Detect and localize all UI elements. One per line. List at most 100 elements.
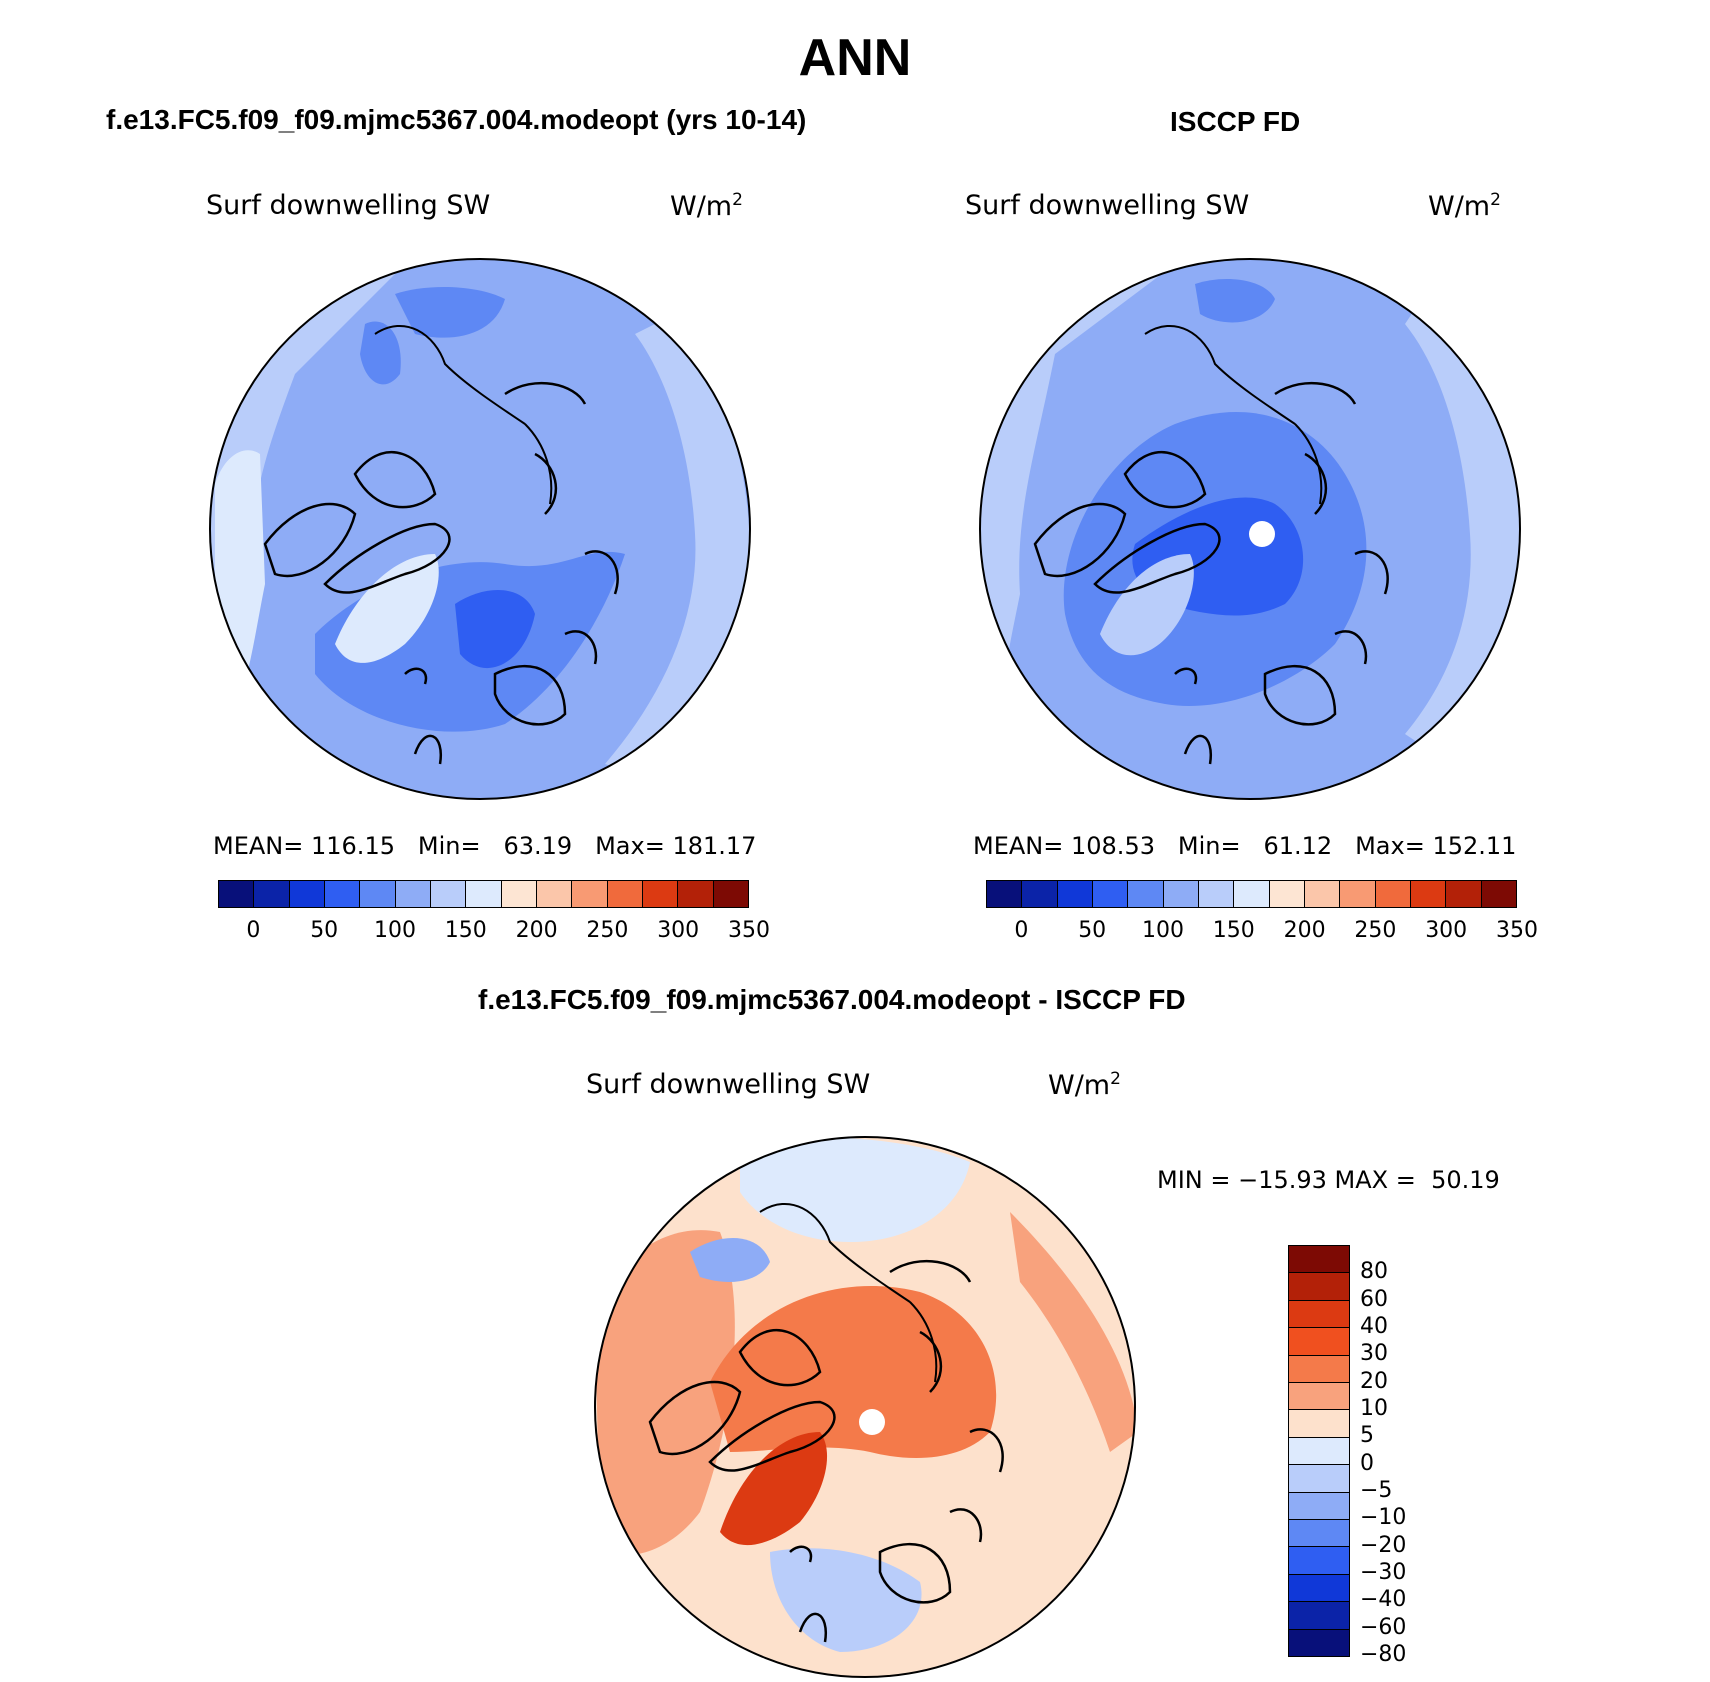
coastlines xyxy=(263,381,619,765)
units-label-diff: W/m2 xyxy=(1048,1069,1121,1101)
colorbar-swatch xyxy=(1127,881,1163,907)
colorbar-swatch xyxy=(677,881,713,907)
field-neg-pacific xyxy=(740,1137,970,1242)
colorbar-tick-label: 100 xyxy=(374,918,416,943)
colorbar-swatch xyxy=(641,881,678,907)
colorbar-swatch xyxy=(465,881,501,907)
colorbar-swatch xyxy=(1289,1436,1349,1465)
colorbar-swatch xyxy=(500,881,536,907)
colorbar-swatch xyxy=(1303,881,1340,907)
colorbar-swatch xyxy=(712,881,748,907)
colorbar-swatch xyxy=(571,881,607,907)
colorbar-swatch xyxy=(1480,881,1516,907)
colorbar-swatch xyxy=(253,881,289,907)
colorbar-model xyxy=(218,880,749,908)
colorbar-swatch xyxy=(1289,1601,1349,1629)
field-medium-pacific xyxy=(1195,279,1275,323)
variable-label-obs: Surf downwelling SW xyxy=(965,190,1250,221)
map-border xyxy=(979,258,1521,800)
colorbar-swatch xyxy=(1162,881,1198,907)
colorbar-tick-label: −10 xyxy=(1360,1505,1407,1531)
colorbar-swatch xyxy=(1091,881,1128,907)
colorbar-swatch xyxy=(987,881,1022,907)
colorbar-swatch xyxy=(1289,1354,1349,1383)
colorbar-swatch xyxy=(219,881,254,907)
coastline-detail xyxy=(759,1202,938,1383)
colorbar-tick-label: 150 xyxy=(444,918,487,943)
colorbar-tick-label: 30 xyxy=(1360,1341,1388,1367)
colorbar-tick-label: −5 xyxy=(1360,1478,1393,1503)
colorbar-tick-label: 350 xyxy=(1496,918,1538,943)
field-pos-west xyxy=(595,1230,735,1556)
colorbar-swatch xyxy=(1445,881,1481,907)
stats-obs: MEAN= 108.53 Min= 61.12 Max= 152.11 xyxy=(973,832,1517,860)
coastline-detail xyxy=(1144,324,1323,505)
colorbar-tick-label: 20 xyxy=(1360,1368,1388,1394)
colorbar-obs xyxy=(986,880,1517,908)
field-neg-atlantic xyxy=(770,1548,922,1652)
colorbar-tick-label: −30 xyxy=(1360,1560,1407,1585)
colorbar-diff-labels: 80 60 40 30 20 10 5 0 −5 −10 −20 −30 −40 −60 −80 xyxy=(1360,1245,1480,1667)
colorbar-swatch xyxy=(1289,1382,1349,1410)
colorbar-swatch xyxy=(1197,881,1234,907)
panel-title-diff: f.e13.FC5.f09_f09.mjmc5367.004.modeopt -… xyxy=(478,984,1186,1015)
colorbar-tick-label: 0 xyxy=(1360,1450,1374,1476)
units-label-model: W/m2 xyxy=(670,190,743,222)
colorbar-tick-label: 5 xyxy=(1360,1423,1374,1449)
colorbar-swatch xyxy=(1021,881,1057,907)
figure-title: ANN xyxy=(798,29,912,87)
colorbar-swatch xyxy=(323,881,360,907)
colorbar-tick-label: 150 xyxy=(1212,918,1255,943)
colorbar-swatch xyxy=(1289,1546,1349,1574)
field-greenland xyxy=(720,1432,828,1546)
colorbar-swatch xyxy=(1374,881,1410,907)
colorbar-tick-label: 10 xyxy=(1360,1396,1388,1421)
field-greenland xyxy=(335,554,439,663)
colorbar-swatch xyxy=(1289,1272,1349,1300)
colorbar-swatch xyxy=(1289,1628,1349,1657)
colorbar-tick-label: 200 xyxy=(515,918,558,943)
stats-diff: MIN = −15.93 MAX = 50.19 xyxy=(1157,1166,1500,1194)
stats-model: MEAN= 116.15 Min= 63.19 Max= 181.17 xyxy=(213,832,757,860)
colorbar-tick-label: −40 xyxy=(1360,1587,1407,1613)
variable-label-diff: Surf downwelling SW xyxy=(586,1069,871,1100)
colorbar-tick-label: 0 xyxy=(1014,918,1029,943)
field-dark-atlantic xyxy=(455,590,535,669)
colorbar-tick-label: 0 xyxy=(246,918,261,943)
units-label-obs: W/m2 xyxy=(1428,190,1501,222)
colorbar-swatch xyxy=(1289,1573,1349,1602)
colorbar-swatch xyxy=(1289,1409,1349,1437)
colorbar-diff xyxy=(1288,1245,1350,1657)
colorbar-tick-label: 80 xyxy=(1360,1259,1388,1285)
colorbar-tick-label: −80 xyxy=(1360,1642,1407,1667)
coastlines xyxy=(648,1259,1004,1643)
colorbar-tick-label: 100 xyxy=(1142,918,1184,943)
colorbar-swatch xyxy=(359,881,395,907)
pole-hole xyxy=(859,1409,885,1435)
colorbar-obs-labels: 0 50 100 150 200 250 300 350 xyxy=(0,918,1710,948)
field-greenland xyxy=(1100,554,1194,656)
colorbar-tick-label: 300 xyxy=(1425,918,1468,943)
colorbar-swatch xyxy=(429,881,466,907)
field-pos-east xyxy=(1010,1212,1135,1452)
colorbar-tick-label: 250 xyxy=(586,918,629,943)
colorbar-swatch xyxy=(394,881,430,907)
colorbar-swatch xyxy=(1233,881,1269,907)
colorbar-swatch xyxy=(535,881,572,907)
variable-label-model: Surf downwelling SW xyxy=(206,190,491,221)
colorbar-tick-label: 50 xyxy=(1078,918,1107,943)
colorbar-swatch xyxy=(1289,1464,1349,1492)
coastline-detail xyxy=(374,324,553,505)
field-light-west xyxy=(210,264,405,724)
colorbar-swatch xyxy=(1409,881,1446,907)
colorbar-tick-label: 250 xyxy=(1354,918,1397,943)
map-obs xyxy=(979,258,1521,800)
colorbar-model-labels: 0 50 100 150 200 250 300 350 xyxy=(0,918,1710,948)
colorbar-swatch xyxy=(1289,1491,1349,1520)
map-border xyxy=(209,258,751,800)
colorbar-swatch xyxy=(1056,881,1092,907)
panel-title-model: f.e13.FC5.f09_f09.mjmc5367.004.modeopt (… xyxy=(106,104,807,135)
colorbar-tick-label: 40 xyxy=(1360,1314,1388,1339)
pole-hole xyxy=(1249,521,1275,547)
colorbar-tick-label: −60 xyxy=(1360,1614,1407,1640)
